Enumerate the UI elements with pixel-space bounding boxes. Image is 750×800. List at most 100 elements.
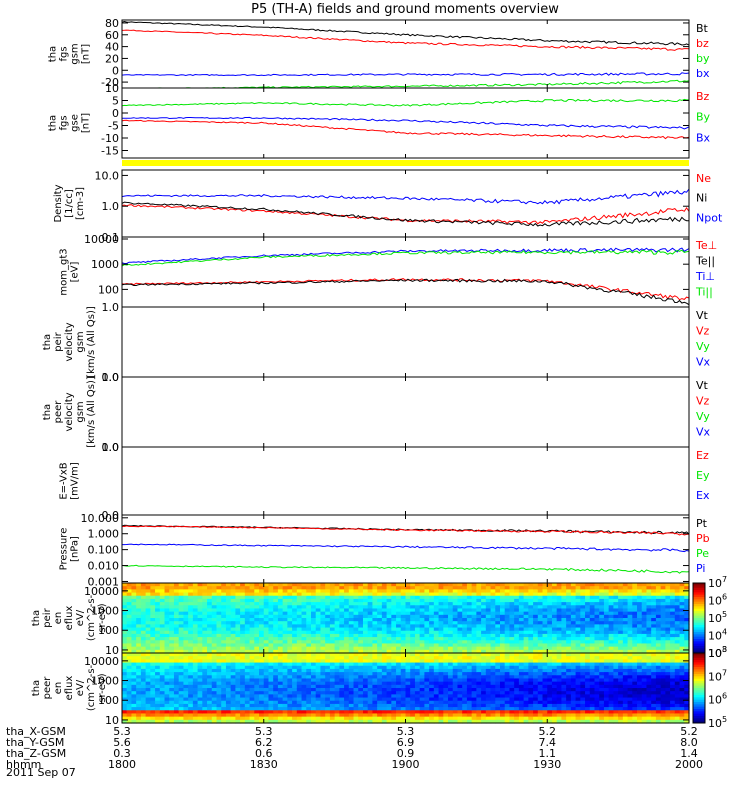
spectrogram-cell [254, 649, 260, 654]
spectrogram-cell [192, 618, 199, 622]
spectrogram-cell [556, 656, 563, 660]
spectrogram-cell [183, 694, 189, 699]
spectrogram-cell [136, 688, 142, 692]
spectrogram-cell [547, 643, 553, 648]
spectrogram-cell [391, 719, 397, 724]
spectrogram-cell [396, 633, 402, 638]
series-fgs_gse-0 [121, 119, 690, 140]
spectrogram-cell [386, 605, 392, 610]
spectrogram-cell [344, 618, 350, 622]
spectrogram-cell [490, 627, 496, 632]
spectrogram-cell [504, 653, 511, 657]
spectrogram-cell [537, 611, 544, 616]
spectrogram-cell [509, 586, 515, 590]
spectrogram-cell [140, 710, 147, 715]
spectrogram-cell [500, 681, 506, 686]
spectrogram-cell [500, 618, 506, 622]
spectrogram-cell [396, 703, 402, 708]
spectrogram-cell [287, 681, 293, 686]
spectrogram-cell [561, 643, 567, 648]
spectrogram-cell [188, 611, 194, 616]
spectrogram-cell [419, 688, 425, 692]
spectrogram-cell [570, 595, 577, 600]
spectrogram-cell [240, 700, 246, 705]
spectrogram-cell [452, 643, 459, 648]
spectrogram-cell [202, 586, 208, 590]
spectrogram-cell [542, 608, 548, 613]
spectrogram-cell [485, 633, 492, 638]
spectrogram-cell [452, 668, 459, 673]
spectrogram-cell [136, 694, 142, 699]
spectrogram-cell [646, 618, 652, 622]
spectrogram-cell [296, 668, 303, 673]
spectrogram-cell [429, 611, 435, 616]
spectrogram-cell [414, 716, 421, 721]
spectrogram-cell [339, 684, 345, 689]
spectrogram-cell [358, 678, 364, 683]
spectrogram-cell [405, 659, 411, 664]
spectrogram-cell [419, 595, 425, 600]
spectrogram-cell [651, 605, 657, 610]
spectrogram-cell [391, 595, 397, 600]
spectrogram-cell [348, 614, 355, 619]
spectrogram-cell [429, 624, 435, 629]
spectrogram-cell [457, 675, 463, 680]
spectrogram-cell [556, 646, 563, 651]
spectrogram-cell [140, 627, 147, 632]
spectrogram-cell [405, 662, 411, 667]
spectrogram-cell [585, 583, 591, 587]
spectrogram-cell [131, 605, 137, 610]
spectrogram-cell [438, 589, 444, 594]
spectrogram-cell [462, 710, 468, 715]
spectrogram-cell [452, 653, 459, 657]
spectrogram-cell [122, 592, 128, 597]
spectrogram-cell [377, 595, 383, 600]
spectrogram-cell [603, 602, 610, 606]
spectrogram-cell [339, 662, 345, 667]
spectrogram-cell [273, 646, 279, 651]
spectrogram-cell [287, 694, 293, 699]
spectrogram-cell [235, 694, 241, 699]
spectrogram-cell [391, 649, 397, 654]
spectrogram-cell [287, 678, 293, 683]
spectrogram-cell [372, 684, 378, 689]
spectrogram-cell [126, 586, 133, 590]
spectrogram-cell [197, 691, 203, 695]
spectrogram-cell [259, 637, 265, 641]
spectrogram-cell [202, 713, 208, 718]
spectrogram-cell [192, 611, 199, 616]
spectrogram-cell [183, 656, 189, 660]
spectrogram-cell [410, 719, 416, 724]
spectrogram-cell [533, 640, 539, 645]
spectrogram-cell [547, 716, 553, 721]
spectrogram-cell [188, 595, 194, 600]
spectrogram-cell [433, 707, 440, 711]
spectrogram-cell [400, 684, 407, 689]
spectrogram-cell [367, 659, 374, 664]
spectrogram-cell [230, 605, 236, 610]
spectrogram-cell [509, 624, 515, 629]
spectrogram-cell [315, 589, 322, 594]
spectrogram-cell [240, 643, 246, 648]
spectrogram-cell [287, 621, 293, 625]
spectrogram-cell [254, 595, 260, 600]
spectrogram-cell [589, 643, 596, 648]
spectrogram-cell [372, 586, 378, 590]
spectrogram-cell [608, 621, 614, 625]
spectrogram-cell [603, 630, 610, 635]
spectrogram-cell [225, 630, 232, 635]
spectrogram-cell [481, 684, 487, 689]
spectrogram-cell [244, 668, 251, 673]
spectrogram-cell [438, 703, 444, 708]
spectrogram-cell [188, 592, 194, 597]
spectrogram-cell [637, 614, 643, 619]
spectrogram-cell [547, 668, 553, 673]
spectrogram-cell [476, 595, 482, 600]
spectrogram-cell [537, 624, 544, 629]
spectrogram-cell [192, 700, 199, 705]
spectrogram-cell [405, 592, 411, 597]
spectrogram-cell [547, 684, 553, 689]
spectrogram-cell [386, 710, 392, 715]
spectrogram-cell [159, 618, 166, 622]
